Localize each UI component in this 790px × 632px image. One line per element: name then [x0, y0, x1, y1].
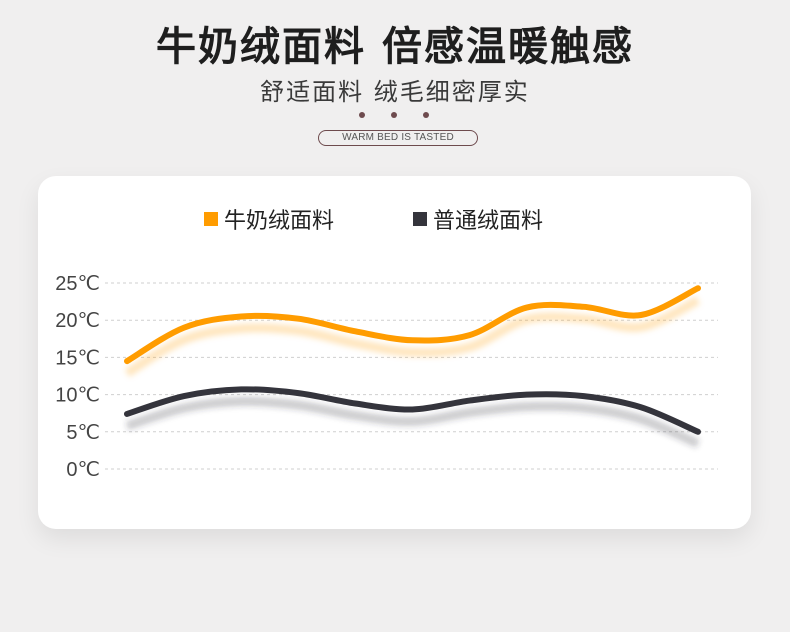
- legend-item-regular-velvet: 普通绒面料: [413, 206, 544, 234]
- series-line-0: [124, 285, 701, 365]
- legend-label-milk-velvet: 牛奶绒面料: [224, 209, 335, 234]
- legend-swatch-regular-velvet: [413, 212, 427, 226]
- legend-label-regular-velvet: 普通绒面料: [433, 209, 544, 234]
- y-tick-label: 0℃: [66, 459, 100, 481]
- tagline-badge: WARM BED IS TASTED: [318, 130, 478, 146]
- chart-series: [124, 285, 701, 448]
- y-tick-label: 15℃: [55, 347, 100, 369]
- y-tick-label: 5℃: [66, 422, 100, 444]
- y-axis: 25℃ 20℃ 15℃ 10℃ 5℃ 0℃: [55, 273, 100, 481]
- y-tick-label: 10℃: [55, 385, 100, 407]
- series-line-1: [124, 386, 701, 435]
- page-subtitle: 舒适面料 绒毛细密厚实: [260, 78, 530, 106]
- dot-2: [391, 112, 397, 118]
- legend-swatch-milk-velvet: [204, 212, 218, 226]
- dot-1: [359, 112, 365, 118]
- decorative-dots: [355, 112, 435, 122]
- dot-3: [423, 112, 429, 118]
- legend-item-milk-velvet: 牛奶绒面料: [204, 206, 335, 234]
- chart-grid: [105, 282, 718, 470]
- series-shadow-1: [125, 396, 700, 448]
- series-shadow-0: [124, 296, 701, 378]
- page-title: 牛奶绒面料 倍感温暖触感: [156, 24, 634, 70]
- y-tick-label: 25℃: [55, 273, 100, 295]
- y-tick-label: 20℃: [55, 310, 100, 332]
